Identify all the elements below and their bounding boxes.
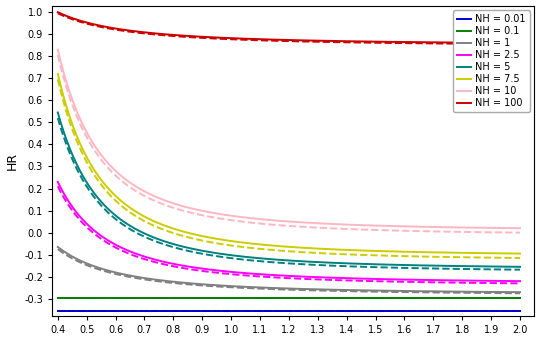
NH = 100: [444, 41, 450, 45]
NH = 0.1: [328, 296, 335, 300]
Legend: NH = 0.01, NH = 0.1, NH = 1, NH = 2.5, NH = 5, NH = 7.5, NH = 10, NH = 100: NH = 0.01, NH = 0.1, NH = 1, NH = 2.5, N…: [453, 11, 530, 112]
Line: NH = 7.5: NH = 7.5: [58, 74, 520, 254]
NH = 2.5: [474, 279, 480, 283]
NH = 100: [474, 41, 480, 45]
NH = 7.5: [474, 251, 480, 255]
NH = 100: [55, 10, 61, 14]
NH = 0.01: [444, 309, 450, 313]
NH = 2.5: [338, 276, 344, 280]
NH = 0.1: [55, 296, 61, 300]
NH = 1: [517, 290, 523, 294]
NH = 1: [55, 245, 61, 249]
NH = 5: [444, 264, 450, 268]
NH = 5: [330, 261, 336, 265]
NH = 100: [338, 39, 344, 43]
NH = 2.5: [328, 276, 335, 280]
NH = 0.1: [56, 296, 63, 300]
NH = 10: [517, 226, 523, 230]
NH = 7.5: [330, 247, 336, 251]
NH = 5: [56, 116, 63, 120]
Y-axis label: HR: HR: [5, 152, 18, 170]
NH = 10: [330, 222, 336, 226]
NH = 5: [517, 265, 523, 269]
NH = 7.5: [338, 248, 344, 252]
NH = 1: [330, 288, 336, 292]
NH = 7.5: [55, 72, 61, 76]
NH = 0.01: [338, 309, 344, 313]
NH = 1: [444, 290, 450, 294]
NH = 7.5: [328, 247, 335, 251]
NH = 0.01: [328, 309, 335, 313]
NH = 0.01: [474, 309, 480, 313]
NH = 1: [328, 288, 335, 292]
NH = 0.01: [56, 309, 63, 313]
NH = 5: [328, 261, 335, 265]
NH = 0.1: [330, 296, 336, 300]
Line: NH = 5: NH = 5: [58, 113, 520, 267]
NH = 10: [56, 54, 63, 58]
NH = 10: [338, 222, 344, 226]
NH = 7.5: [517, 252, 523, 256]
NH = 0.1: [444, 296, 450, 300]
NH = 100: [56, 11, 63, 15]
NH = 0.01: [55, 309, 61, 313]
Line: NH = 1: NH = 1: [58, 247, 520, 292]
NH = 5: [474, 264, 480, 268]
NH = 1: [474, 290, 480, 294]
NH = 100: [330, 39, 336, 43]
NH = 100: [517, 41, 523, 45]
NH = 100: [328, 39, 335, 43]
NH = 0.1: [338, 296, 344, 300]
NH = 1: [56, 246, 63, 250]
NH = 2.5: [517, 279, 523, 283]
NH = 0.1: [517, 296, 523, 300]
NH = 7.5: [444, 251, 450, 255]
Line: NH = 2.5: NH = 2.5: [58, 182, 520, 281]
NH = 0.1: [474, 296, 480, 300]
NH = 10: [328, 222, 335, 226]
Line: NH = 100: NH = 100: [58, 12, 520, 43]
NH = 1: [338, 288, 344, 292]
NH = 10: [444, 225, 450, 229]
NH = 5: [55, 110, 61, 115]
NH = 5: [338, 261, 344, 265]
NH = 10: [55, 48, 61, 52]
NH = 2.5: [330, 276, 336, 280]
NH = 0.01: [330, 309, 336, 313]
Line: NH = 10: NH = 10: [58, 50, 520, 228]
NH = 2.5: [444, 278, 450, 282]
NH = 10: [474, 226, 480, 230]
NH = 2.5: [55, 180, 61, 184]
NH = 0.01: [517, 309, 523, 313]
NH = 2.5: [56, 183, 63, 187]
NH = 7.5: [56, 78, 63, 83]
